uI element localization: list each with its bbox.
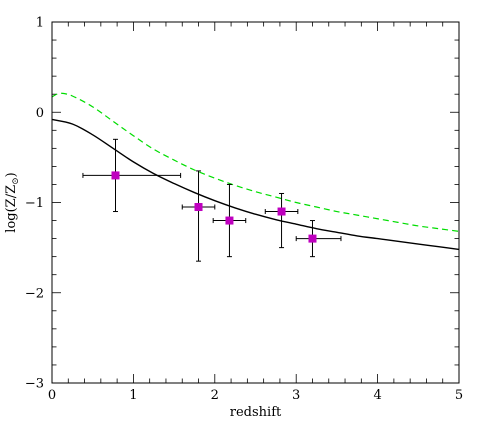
- tick-labels: 0 1 2 3 4 5 −3 −2 −1 0 1: [25, 16, 463, 404]
- data-points: [82, 138, 342, 262]
- y-tick-label: 1: [36, 16, 44, 31]
- data-point: [295, 220, 342, 258]
- x-tick-label: 5: [455, 388, 463, 403]
- model-curves: [51, 92, 460, 251]
- solid-model-curve: [51, 118, 460, 251]
- dashed-model-curve: [51, 92, 460, 232]
- data-point: [181, 170, 216, 262]
- y-tick-label: −2: [25, 286, 44, 301]
- axis-ticks: [51, 21, 460, 384]
- x-tick-label: 1: [129, 388, 137, 403]
- y-tick-label: −1: [25, 196, 44, 211]
- x-tick-label: 3: [292, 388, 300, 403]
- y-tick-label: −3: [25, 377, 44, 392]
- point-marker: [225, 216, 234, 225]
- data-point: [212, 183, 247, 258]
- point-marker: [308, 234, 317, 243]
- y-axis-label: log(Z/Z⊙): [4, 172, 21, 232]
- x-tick-label: 0: [48, 388, 56, 403]
- point-marker: [277, 207, 286, 216]
- point-marker: [111, 171, 120, 180]
- data-point: [264, 192, 299, 249]
- x-tick-label: 4: [373, 388, 381, 403]
- x-axis-label: redshift: [230, 405, 282, 420]
- data-point: [82, 138, 182, 213]
- y-tick-label: 0: [36, 106, 44, 121]
- point-marker: [194, 203, 203, 212]
- plot-frame: [51, 21, 460, 384]
- x-tick-label: 2: [211, 388, 219, 403]
